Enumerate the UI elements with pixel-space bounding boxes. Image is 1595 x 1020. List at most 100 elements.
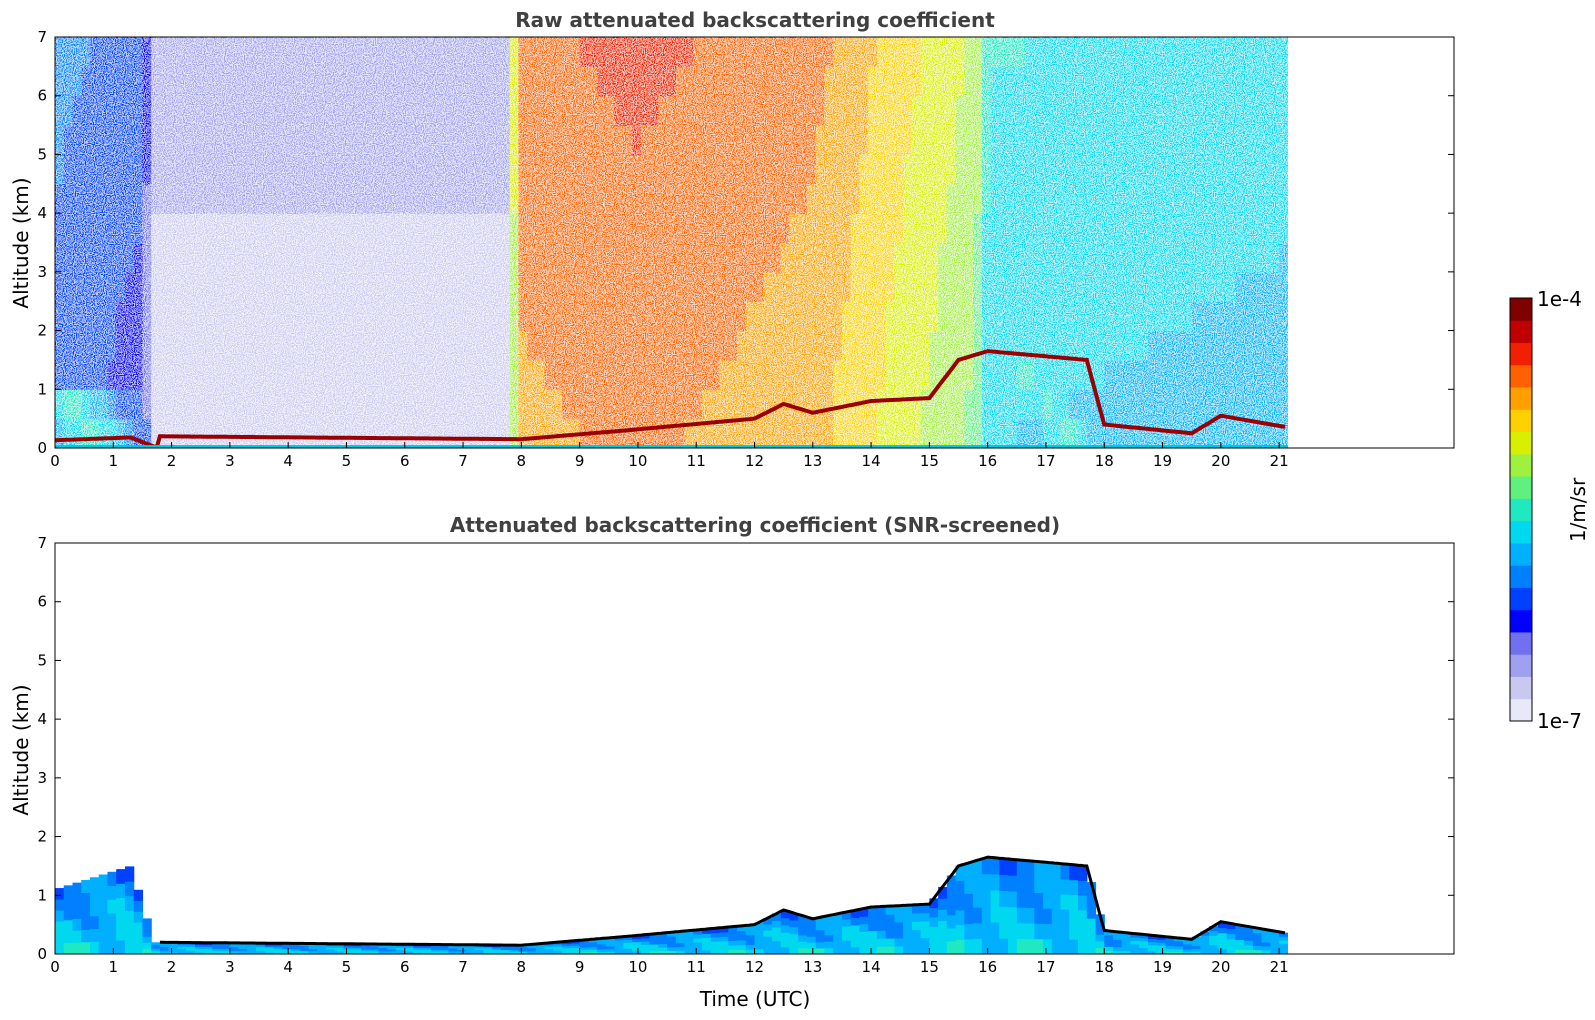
screened-heat-cell xyxy=(806,924,817,931)
screened-heat-cell xyxy=(981,905,992,923)
raw-y-ticks: 0 1 2 3 4 5 6 7 xyxy=(37,28,1454,457)
screened-heat-cell xyxy=(273,946,283,950)
colorbar-band xyxy=(1510,565,1532,588)
screened-heat-cell xyxy=(159,948,170,951)
screened-heat-cell xyxy=(754,927,764,934)
screened-heat-cell xyxy=(806,936,817,943)
screened-heat-cell xyxy=(1121,950,1132,954)
screened-heat-cell xyxy=(1043,877,1053,894)
screened-heat-cell xyxy=(430,947,441,950)
screened-heat-cell xyxy=(457,946,467,949)
screened-heat-cell xyxy=(483,952,493,954)
screened-heat-cell xyxy=(806,942,817,949)
x-tick-label: 14 xyxy=(862,452,881,470)
screened-heat-cell xyxy=(352,948,362,952)
screened-heat-cell xyxy=(142,936,152,943)
raw-heat-cell xyxy=(1287,389,1288,420)
screened-heat-cell xyxy=(605,943,616,947)
screened-heat-cell xyxy=(203,950,213,953)
screened-heat-cell xyxy=(317,952,327,954)
screened-heat-cell xyxy=(894,905,904,915)
screened-heat-cell xyxy=(1078,895,1088,911)
screened-heat-cell xyxy=(63,919,74,932)
screened-heat-cell xyxy=(1060,863,1070,880)
screened-heat-cell xyxy=(1112,942,1123,948)
screened-heat-cell xyxy=(903,945,913,954)
screened-heat-cell xyxy=(544,946,554,950)
screened-heat-cell xyxy=(973,938,983,954)
screened-heat-cell xyxy=(1095,934,1105,942)
colorbar-band xyxy=(1510,676,1532,700)
screened-heat-cell xyxy=(1130,943,1140,948)
screened-heat-cell xyxy=(667,950,677,954)
screened-heat-cell xyxy=(623,948,633,952)
screened-heat-cell xyxy=(973,875,983,893)
screened-heat-cell xyxy=(1139,937,1149,942)
screened-heat-cell xyxy=(981,921,992,939)
screened-heat-cell xyxy=(841,919,852,927)
screened-heat-cell xyxy=(728,944,738,951)
x-tick-label: 16 xyxy=(978,452,997,470)
screened-heat-cell xyxy=(597,948,607,953)
screened-heat-cell xyxy=(238,948,248,951)
screened-heat-cell xyxy=(885,946,895,954)
screened-heat-cell xyxy=(1016,875,1027,893)
screened-heat-cell xyxy=(702,945,712,951)
screened-heat-cell xyxy=(605,951,616,954)
screened-heat-cell xyxy=(649,937,659,942)
screened-heat-cell xyxy=(938,898,948,910)
x-tick-label: 18 xyxy=(1095,958,1114,976)
screened-heat-cell xyxy=(675,938,686,944)
screened-heat-cell xyxy=(745,929,756,936)
screened-heat-cell xyxy=(1209,935,1219,941)
screened-heat-cell xyxy=(684,950,694,954)
screened-heat-cell xyxy=(990,857,1000,875)
screened-heat-cell xyxy=(387,945,397,949)
screened-heat-cell xyxy=(159,952,170,954)
screened-heat-cell xyxy=(728,935,738,941)
screened-heat-cell xyxy=(658,950,668,954)
screened-heat-cell xyxy=(352,952,362,954)
screened-heat-cell xyxy=(1147,947,1158,952)
screened-heat-cell xyxy=(1025,860,1035,877)
screened-heat-cell xyxy=(929,944,939,954)
screened-heat-cell xyxy=(1034,923,1044,940)
screened-heat-cell xyxy=(1252,936,1263,942)
screened-heat-cell xyxy=(1043,938,1053,954)
screened-heat-cell xyxy=(1147,950,1158,954)
screened-heat-cell xyxy=(894,913,904,923)
x-tick-label: 17 xyxy=(1036,958,1055,976)
screened-heat-cell xyxy=(1104,942,1114,947)
screened-heat-cell xyxy=(247,952,257,954)
screened-heat-cell xyxy=(702,941,712,947)
screened-heat-cell xyxy=(509,951,520,954)
screened-heat-cell xyxy=(745,934,756,941)
screened-heat-cell xyxy=(632,947,642,952)
screened-heat-cell xyxy=(317,950,327,953)
screened-heat-cell xyxy=(745,925,756,931)
screened-heat-cell xyxy=(1130,936,1140,941)
screened-heat-cell xyxy=(492,947,502,951)
screened-heat-cell xyxy=(396,947,406,950)
screened-heat-cell xyxy=(72,942,82,954)
screened-heat-cell xyxy=(439,949,450,952)
colorbar-band xyxy=(1510,387,1532,410)
screened-heat-cell xyxy=(151,944,161,947)
screened-heat-cell xyxy=(133,889,144,902)
colorbar-band xyxy=(1510,654,1532,677)
screened-heat-cell xyxy=(89,877,100,891)
screened-heat-cell xyxy=(439,946,450,949)
screened-heat-cell xyxy=(911,904,922,914)
screened-heat-cell xyxy=(999,938,1009,954)
screened-heat-cell xyxy=(771,920,782,928)
screened-heat-cell xyxy=(1104,950,1114,954)
screened-heat-cell xyxy=(168,948,179,951)
colorbar-band xyxy=(1510,453,1532,477)
screened-heat-cell xyxy=(964,908,974,925)
screened-heat-cell xyxy=(282,952,292,954)
screened-heat-cell xyxy=(1051,908,1062,925)
screened-heat-cell xyxy=(570,945,581,948)
screened-heat-cell xyxy=(124,924,135,940)
screened-heat-cell xyxy=(89,915,100,930)
screened-heat-cell xyxy=(588,946,598,950)
